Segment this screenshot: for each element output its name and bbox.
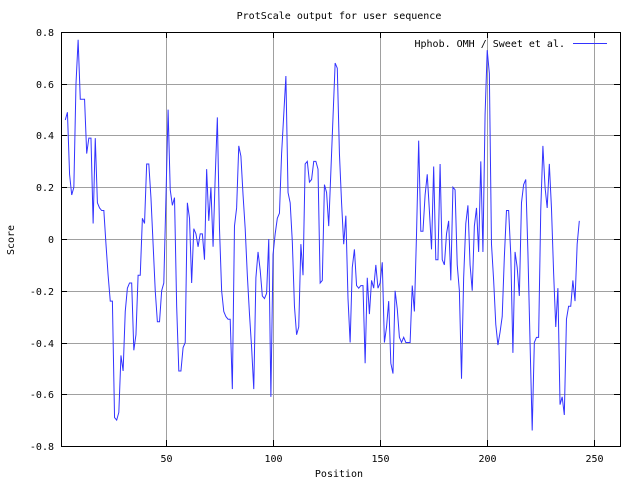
y-tick-label: -0.2 xyxy=(30,287,54,298)
series-line-hphob xyxy=(64,39,580,431)
y-tick-label: 0.8 xyxy=(36,28,54,39)
x-tick-label: 200 xyxy=(478,454,496,465)
y-tick-label: 0.6 xyxy=(36,80,54,91)
x-axis-label: Position xyxy=(315,469,363,480)
x-tick-label: 150 xyxy=(371,454,389,465)
y-tick-label: 0 xyxy=(48,235,54,246)
axis-ticks xyxy=(61,32,620,447)
legend-label: Hphob. OMH / Sweet et al. xyxy=(414,39,565,50)
y-tick-label: -0.6 xyxy=(30,390,54,401)
y-tick-label: -0.4 xyxy=(30,339,54,350)
plot-frame xyxy=(61,32,621,447)
y-tick-label: 0.2 xyxy=(36,183,54,194)
y-tick-label: 0.4 xyxy=(36,131,54,142)
x-tick-label: 100 xyxy=(264,454,282,465)
y-axis-label: Score xyxy=(6,225,17,255)
grid-lines xyxy=(61,32,620,446)
y-tick-label: -0.8 xyxy=(30,442,54,453)
x-tick-label: 250 xyxy=(585,454,603,465)
chart-title: ProtScale output for user sequence xyxy=(237,11,442,22)
x-tick-label: 50 xyxy=(160,454,172,465)
legend: Hphob. OMH / Sweet et al. xyxy=(414,39,607,50)
tick-labels: -0.8 -0.6 -0.4 -0.2 0 0.2 0.4 0.6 0.8 50 100 150 200… xyxy=(30,28,604,465)
